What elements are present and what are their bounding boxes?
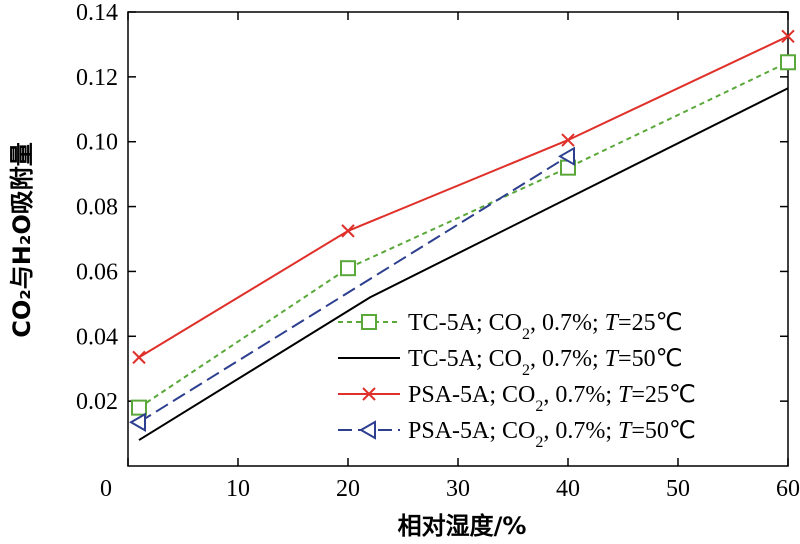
triangle-marker xyxy=(358,420,376,440)
y-tick-label: 0.04 xyxy=(76,324,118,350)
x-marker xyxy=(132,350,146,365)
y-tick-label: 0.06 xyxy=(76,259,118,285)
legend-label: TC-5A; CO2, 0.7%; T=50℃ xyxy=(408,346,683,379)
x-tick-label: 40 xyxy=(556,476,580,502)
square-marker xyxy=(340,260,356,277)
y-tick-label: 0.02 xyxy=(76,389,118,415)
legend-label: TC-5A; CO2, 0.7%; T=25℃ xyxy=(408,310,683,343)
series-1 xyxy=(131,54,796,416)
x-marker-stroke xyxy=(341,224,355,238)
y-tick-label: 0.08 xyxy=(76,195,118,221)
y-tick-label: 0.14 xyxy=(76,0,118,26)
series-layer xyxy=(128,29,796,441)
series-4 xyxy=(128,146,575,432)
triangle-marker xyxy=(557,146,575,167)
series-line xyxy=(138,155,569,424)
legend-label: PSA-5A; CO2, 0.7%; T=25℃ xyxy=(408,382,696,415)
series-3 xyxy=(132,29,795,365)
y-tick-label: 0.12 xyxy=(76,65,118,91)
x-axis: 0 10 20 30 40 50 60 xyxy=(100,12,800,502)
series-line xyxy=(138,35,789,359)
square-marker xyxy=(780,54,796,71)
y-axis: 0.02 0.04 0.06 0.08 0.10 0.12 0.14 xyxy=(76,0,788,415)
legend-item: TC-5A; CO2, 0.7%; T=50℃ xyxy=(338,346,683,379)
y-axis-title-group: CO₂与H₂O吸附量 xyxy=(8,142,36,338)
series-line xyxy=(138,61,789,409)
x-tick-label: 20 xyxy=(336,476,360,502)
legend-item: PSA-5A; CO2, 0.7%; T=50℃ xyxy=(338,418,696,451)
x-marker xyxy=(561,133,575,147)
x-marker-stroke xyxy=(362,387,376,401)
y-tick-label: 0.10 xyxy=(76,130,118,156)
series-line xyxy=(138,87,789,441)
series-2 xyxy=(138,87,789,441)
square-marker xyxy=(361,314,377,330)
legend-item: PSA-5A; CO2, 0.7%; T=25℃ xyxy=(338,382,696,415)
x-marker-stroke xyxy=(781,29,795,44)
triangle-marker xyxy=(128,412,146,432)
legend-label: PSA-5A; CO2, 0.7%; T=50℃ xyxy=(408,418,696,451)
x-marker xyxy=(362,387,376,401)
x-tick-label: 50 xyxy=(666,476,690,502)
legend: TC-5A; CO2, 0.7%; T=25℃TC-5A; CO2, 0.7%;… xyxy=(338,310,696,451)
y-axis-title: CO₂与H₂O吸附量 xyxy=(8,142,36,338)
x-marker-stroke xyxy=(561,133,575,147)
x-axis-title: 相对湿度/% xyxy=(398,512,527,540)
x-marker xyxy=(781,29,795,44)
x-tick-label: 10 xyxy=(226,476,250,502)
legend-item: TC-5A; CO2, 0.7%; T=25℃ xyxy=(338,310,683,343)
x-marker-stroke xyxy=(132,350,146,365)
square-marker xyxy=(131,399,147,416)
x-tick-label: 60 xyxy=(776,476,800,502)
x-tick-label: 0 xyxy=(100,476,112,502)
x-tick-label: 30 xyxy=(446,476,470,502)
x-marker xyxy=(341,224,355,238)
